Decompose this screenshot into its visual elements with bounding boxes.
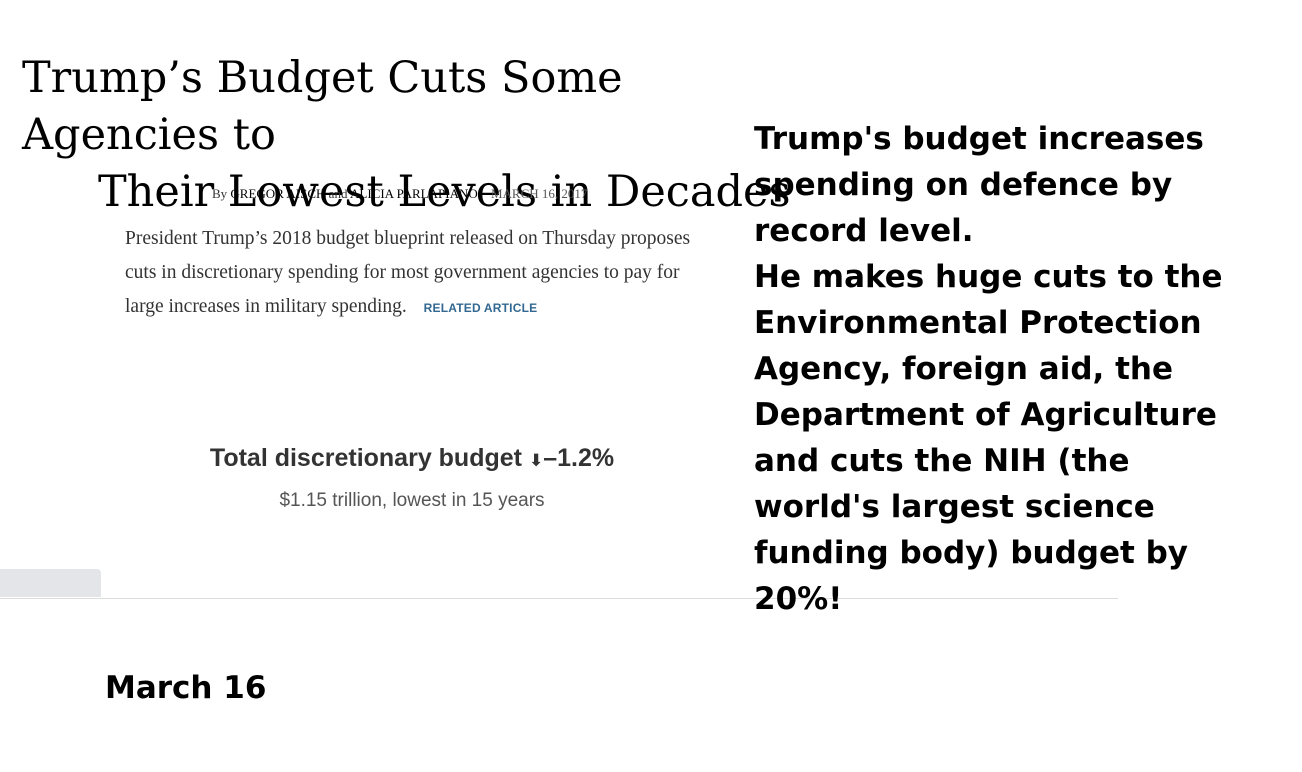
commentary-line: Department of Agriculture — [754, 397, 1217, 433]
byline: By GREGOR AISCH and ALICIA PARLAPIANO MA… — [212, 186, 587, 202]
article-summary: President Trump’s 2018 budget blueprint … — [125, 222, 705, 325]
byline-prefix: By — [212, 186, 228, 201]
commentary-line: Agency, foreign aid, the — [754, 351, 1174, 387]
byline-and: and — [328, 186, 348, 201]
headline-line-1: Trump’s Budget Cuts Some Agencies to — [22, 53, 623, 160]
section-divider — [0, 598, 1118, 599]
commentary-line: spending on defence by — [754, 167, 1173, 203]
budget-title-text: Total discretionary budget — [209, 444, 522, 472]
commentary-line: world's largest science — [754, 489, 1155, 525]
down-arrow-icon: ⬇ — [528, 451, 544, 470]
author-link-1[interactable]: GREGOR AISCH — [230, 186, 326, 201]
date-label: March 16 — [105, 670, 267, 706]
author-link-2[interactable]: ALICIA PARLAPIANO — [350, 186, 478, 201]
commentary-line: Environmental Protection — [754, 305, 1202, 341]
budget-change-value: –1.2% — [543, 444, 615, 472]
budget-subtitle: $1.15 trillion, lowest in 15 years — [279, 490, 545, 511]
commentary-line: Trump's budget increases — [754, 121, 1204, 157]
summary-text: President Trump’s 2018 budget blueprint … — [125, 228, 691, 317]
commentary-line: funding body) budget by — [754, 535, 1189, 571]
commentary-text: Trump's budget increases spending on def… — [754, 116, 1294, 622]
commentary-line: record level. — [754, 213, 974, 249]
commentary-line: He makes huge cuts to the — [754, 259, 1223, 295]
gray-tab — [0, 569, 101, 597]
publish-date: MARCH 16, 2017 — [490, 186, 588, 201]
commentary-line: and cuts the NIH (the — [754, 443, 1130, 479]
related-article-link[interactable]: RELATED ARTICLE — [423, 301, 538, 315]
headline-line-2: Their Lowest Levels in Decades — [98, 167, 791, 217]
commentary-line: 20%! — [754, 581, 843, 617]
article-headline: Trump’s Budget Cuts Some Agencies to The… — [0, 50, 826, 221]
budget-headline: Total discretionary budget ⬇–1.2% — [100, 444, 724, 473]
